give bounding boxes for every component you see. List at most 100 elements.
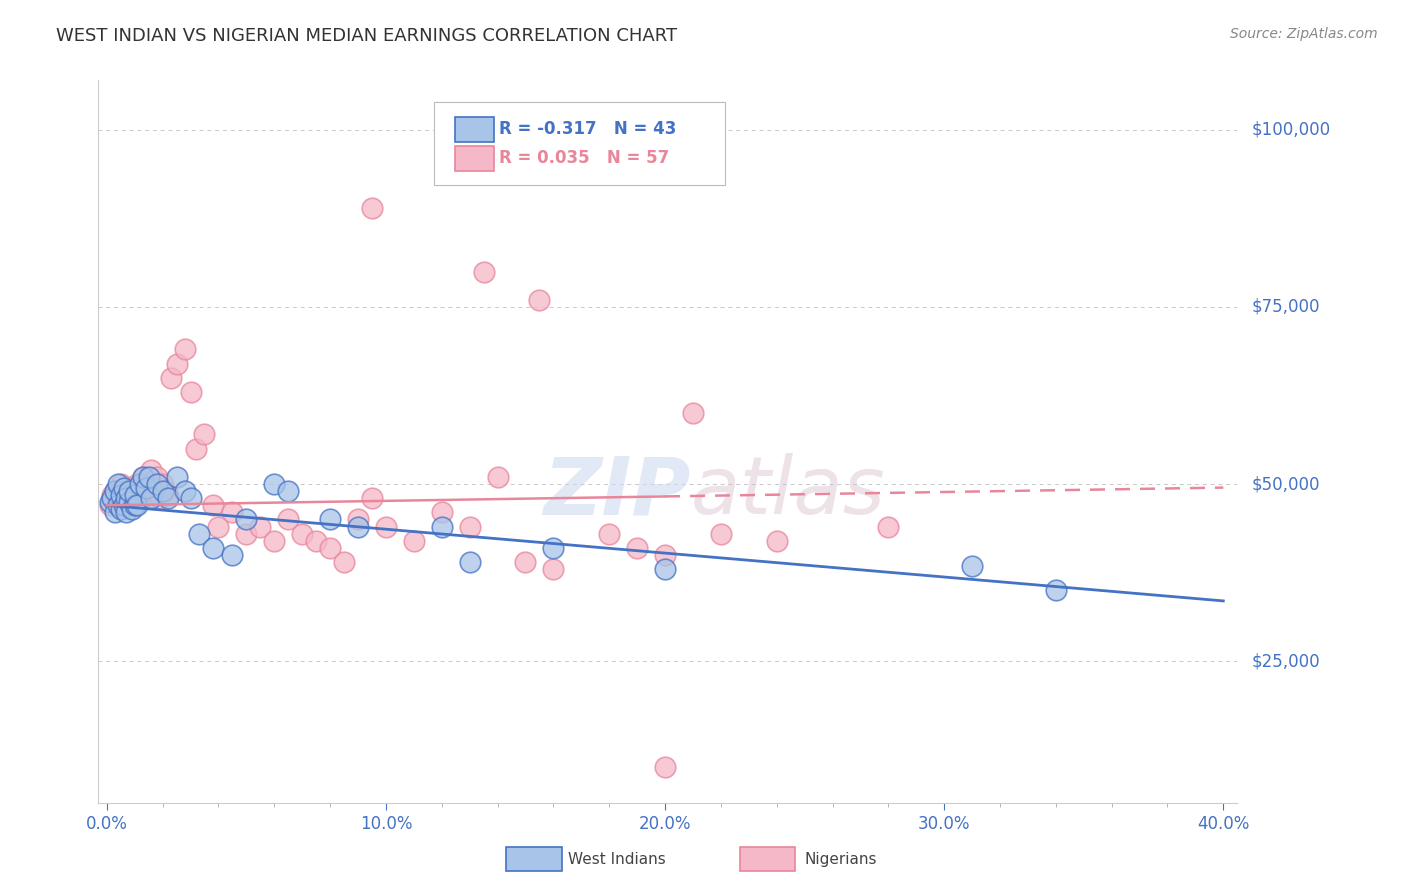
Point (157, 488, 180, 502)
Point (710, 526, 733, 541)
Point (101, 488, 124, 502)
Point (129, 481, 152, 495)
Point (98, 498, 121, 512)
Point (112, 484, 135, 499)
Point (654, 760, 676, 774)
FancyBboxPatch shape (434, 102, 725, 185)
Point (249, 519, 271, 533)
Point (152, 484, 174, 499)
Point (333, 555, 356, 569)
Point (361, 491, 384, 506)
Point (118, 498, 141, 512)
Point (180, 491, 202, 506)
Point (235, 512, 257, 526)
Point (347, 512, 370, 526)
Point (135, 477, 157, 491)
Point (430, 519, 453, 533)
Point (598, 526, 620, 541)
Point (765, 533, 787, 548)
Point (118, 494, 141, 508)
Point (187, 526, 209, 541)
Point (543, 562, 565, 576)
Point (654, 562, 676, 576)
Point (543, 541, 565, 555)
Point (263, 533, 285, 548)
Point (654, 548, 676, 562)
Point (174, 484, 197, 499)
Text: $50,000: $50,000 (1251, 475, 1320, 493)
Point (184, 442, 207, 456)
Point (305, 533, 328, 548)
Point (132, 470, 155, 484)
Point (155, 484, 177, 499)
Point (263, 477, 285, 491)
Point (291, 526, 314, 541)
Point (118, 484, 141, 499)
Text: Source: ZipAtlas.com: Source: ZipAtlas.com (1230, 27, 1378, 41)
Point (193, 427, 215, 442)
Point (121, 481, 143, 495)
Point (138, 470, 160, 484)
Text: Nigerians: Nigerians (804, 852, 877, 867)
Point (115, 505, 138, 519)
Point (143, 484, 166, 499)
Point (141, 463, 163, 477)
Point (374, 519, 396, 533)
Point (201, 541, 224, 555)
Point (132, 470, 155, 484)
Point (347, 519, 370, 533)
Point (129, 477, 152, 491)
FancyBboxPatch shape (456, 117, 494, 142)
Point (486, 470, 509, 484)
Text: $100,000: $100,000 (1251, 120, 1330, 139)
FancyBboxPatch shape (506, 847, 562, 871)
Point (319, 541, 342, 555)
Point (1045, 583, 1067, 598)
Point (221, 505, 243, 519)
Point (127, 477, 149, 491)
Point (458, 555, 481, 569)
Point (115, 491, 138, 506)
Point (235, 526, 257, 541)
Point (472, 264, 495, 278)
Point (115, 491, 138, 506)
Point (166, 470, 188, 484)
Point (107, 498, 129, 512)
Point (458, 519, 481, 533)
Point (110, 501, 132, 516)
Point (221, 548, 243, 562)
Point (135, 481, 157, 495)
Point (960, 558, 983, 573)
Point (402, 533, 425, 548)
Point (626, 541, 648, 555)
Point (124, 498, 146, 512)
Point (430, 505, 453, 519)
Text: West Indians: West Indians (568, 852, 665, 867)
Point (166, 357, 188, 371)
Point (149, 491, 172, 506)
Text: $25,000: $25,000 (1251, 652, 1320, 670)
Point (207, 519, 229, 533)
Point (152, 477, 174, 491)
Point (110, 477, 132, 491)
Point (101, 491, 124, 506)
Point (877, 519, 900, 533)
Point (141, 491, 163, 506)
Point (124, 491, 146, 506)
Text: atlas: atlas (690, 453, 886, 531)
Text: ZIP: ZIP (543, 453, 690, 531)
Point (104, 505, 127, 519)
FancyBboxPatch shape (456, 146, 494, 170)
Point (157, 491, 180, 506)
Point (112, 481, 135, 495)
Point (127, 498, 149, 512)
Point (121, 501, 143, 516)
FancyBboxPatch shape (740, 847, 796, 871)
Point (124, 488, 146, 502)
Text: WEST INDIAN VS NIGERIAN MEDIAN EARNINGS CORRELATION CHART: WEST INDIAN VS NIGERIAN MEDIAN EARNINGS … (56, 27, 678, 45)
Point (138, 491, 160, 506)
Point (682, 406, 704, 420)
Point (319, 512, 342, 526)
Point (361, 201, 384, 215)
Text: R = -0.317   N = 43: R = -0.317 N = 43 (499, 120, 676, 137)
